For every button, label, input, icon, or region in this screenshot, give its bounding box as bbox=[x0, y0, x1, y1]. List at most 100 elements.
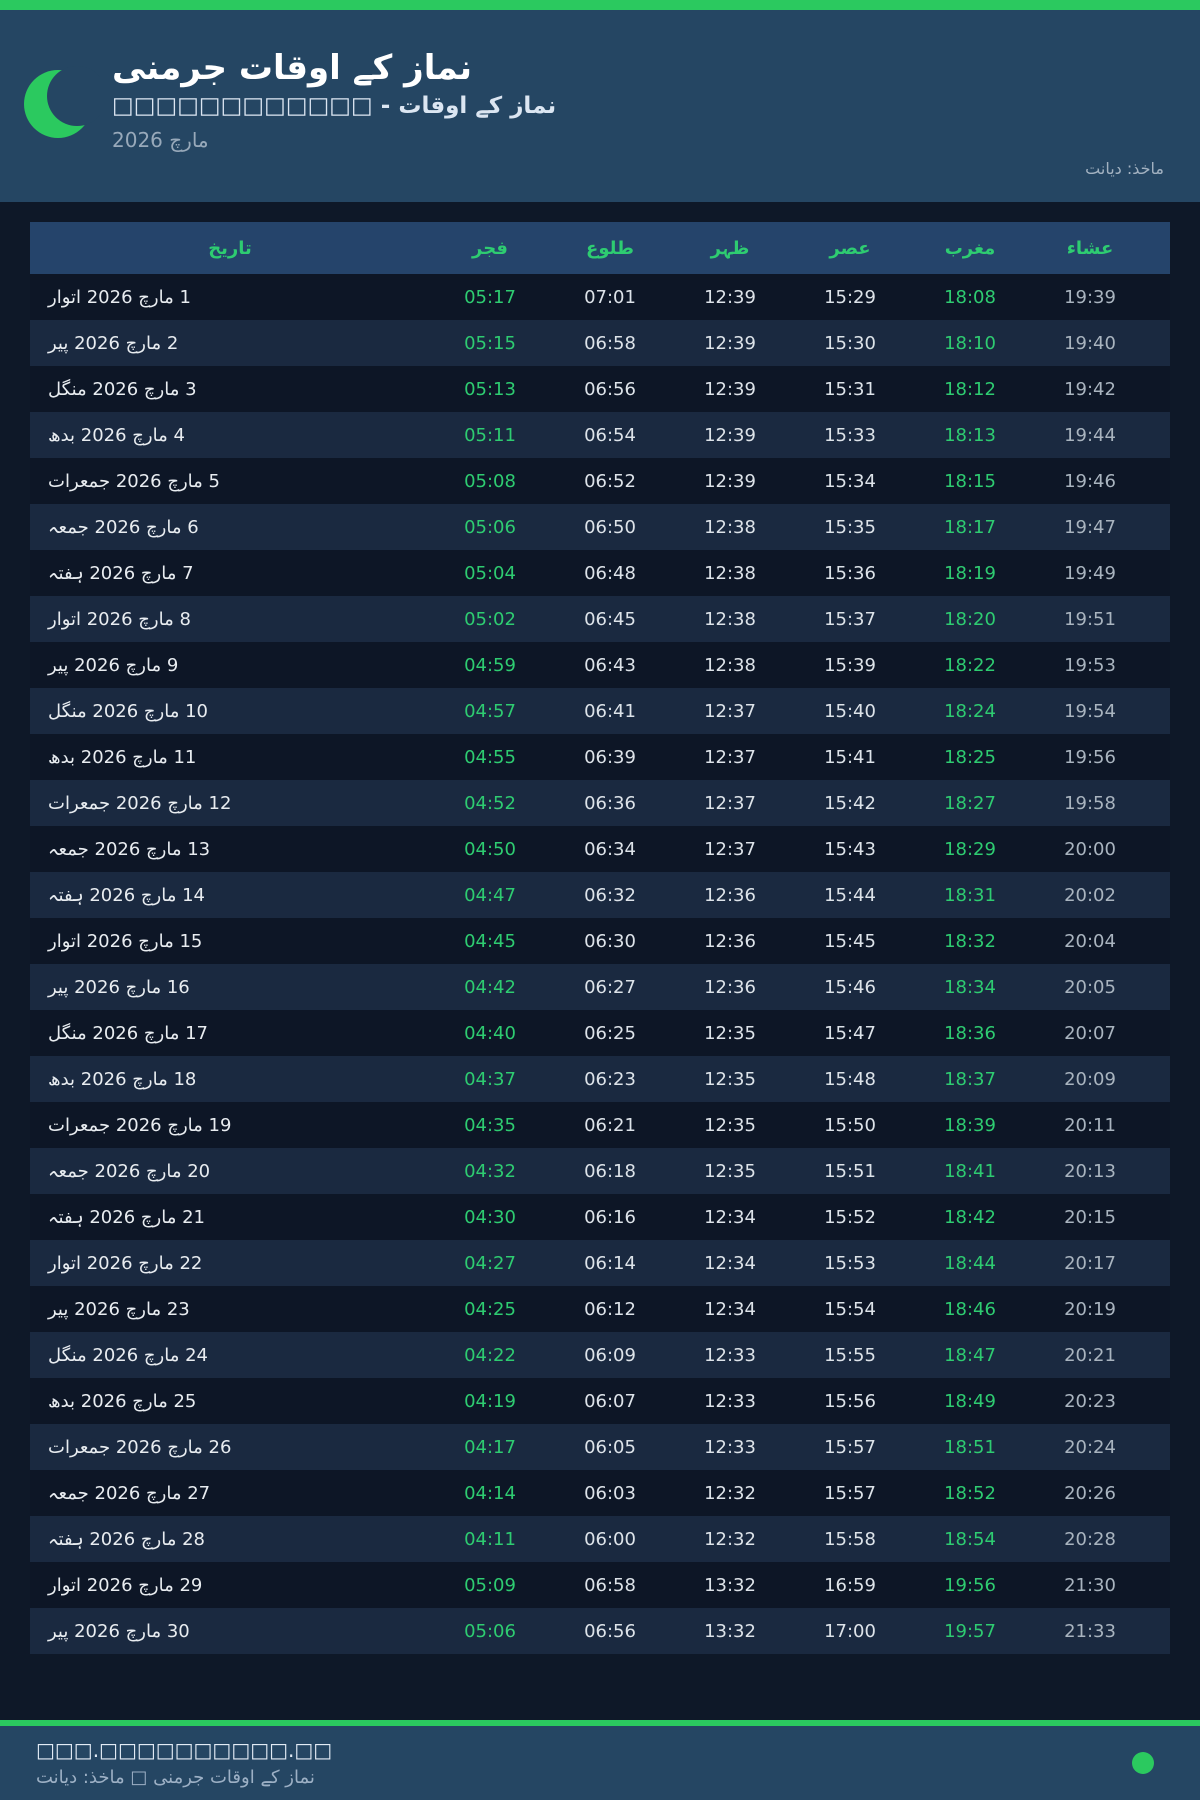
asr-time: 15:50 bbox=[824, 1114, 876, 1136]
date-cell: 27 مارچ 2026 جمعہ bbox=[48, 1482, 211, 1504]
table-row: 5 مارچ 2026 جمعرات 05:08 06:52 12:39 15:… bbox=[30, 458, 1170, 504]
zuhr-time: 12:39 bbox=[704, 286, 756, 308]
sunrise-time: 06:25 bbox=[584, 1022, 636, 1044]
isha-time: 19:56 bbox=[1064, 746, 1116, 768]
isha-time: 20:17 bbox=[1064, 1252, 1116, 1274]
month-label: مارچ 2026 bbox=[112, 127, 209, 152]
zuhr-time: 12:35 bbox=[704, 1114, 756, 1136]
fajr-time: 04:11 bbox=[464, 1528, 516, 1550]
sunrise-time: 06:48 bbox=[584, 562, 636, 584]
zuhr-time: 12:37 bbox=[704, 746, 756, 768]
fajr-time: 04:57 bbox=[464, 700, 516, 722]
isha-time: 21:30 bbox=[1064, 1574, 1116, 1596]
isha-time: 19:51 bbox=[1064, 608, 1116, 630]
fajr-time: 04:30 bbox=[464, 1206, 516, 1228]
date-cell: 21 مارچ 2026 ہفتہ bbox=[48, 1206, 205, 1228]
fajr-time: 05:04 bbox=[464, 562, 516, 584]
column-header-isha: عشاء bbox=[1066, 237, 1114, 259]
fajr-time: 05:15 bbox=[464, 332, 516, 354]
maghrib-time: 18:46 bbox=[944, 1298, 996, 1320]
maghrib-time: 18:54 bbox=[944, 1528, 996, 1550]
zuhr-time: 12:35 bbox=[704, 1022, 756, 1044]
sunrise-time: 06:21 bbox=[584, 1114, 636, 1136]
page-title: نماز کے اوقات جرمنی bbox=[112, 48, 473, 88]
maghrib-time: 18:41 bbox=[944, 1160, 996, 1182]
asr-time: 15:30 bbox=[824, 332, 876, 354]
asr-time: 15:45 bbox=[824, 930, 876, 952]
isha-time: 20:23 bbox=[1064, 1390, 1116, 1412]
sunrise-time: 06:03 bbox=[584, 1482, 636, 1504]
date-cell: 6 مارچ 2026 جمعہ bbox=[48, 516, 199, 538]
asr-time: 15:52 bbox=[824, 1206, 876, 1228]
fajr-time: 04:19 bbox=[464, 1390, 516, 1412]
asr-time: 15:47 bbox=[824, 1022, 876, 1044]
fajr-time: 05:06 bbox=[464, 1620, 516, 1642]
zuhr-time: 12:39 bbox=[704, 470, 756, 492]
fajr-time: 04:32 bbox=[464, 1160, 516, 1182]
asr-time: 15:57 bbox=[824, 1436, 876, 1458]
asr-time: 15:41 bbox=[824, 746, 876, 768]
sunrise-time: 06:41 bbox=[584, 700, 636, 722]
maghrib-time: 18:25 bbox=[944, 746, 996, 768]
isha-time: 20:09 bbox=[1064, 1068, 1116, 1090]
asr-time: 15:54 bbox=[824, 1298, 876, 1320]
table-row: 23 مارچ 2026 پیر 04:25 06:12 12:34 15:54… bbox=[30, 1286, 1170, 1332]
sunrise-time: 06:39 bbox=[584, 746, 636, 768]
date-cell: 29 مارچ 2026 اتوار bbox=[48, 1574, 203, 1596]
asr-time: 15:39 bbox=[824, 654, 876, 676]
maghrib-time: 18:27 bbox=[944, 792, 996, 814]
fajr-time: 05:17 bbox=[464, 286, 516, 308]
isha-time: 19:42 bbox=[1064, 378, 1116, 400]
zuhr-time: 13:32 bbox=[704, 1574, 756, 1596]
zuhr-time: 12:38 bbox=[704, 562, 756, 584]
table-row: 3 مارچ 2026 منگل 05:13 06:56 12:39 15:31… bbox=[30, 366, 1170, 412]
maghrib-time: 18:37 bbox=[944, 1068, 996, 1090]
table-row: 27 مارچ 2026 جمعہ 04:14 06:03 12:32 15:5… bbox=[30, 1470, 1170, 1516]
maghrib-time: 18:32 bbox=[944, 930, 996, 952]
fajr-time: 04:37 bbox=[464, 1068, 516, 1090]
table-header-row: تاریخ فجر طلوع ظہر عصر مغرب عشاء bbox=[30, 222, 1170, 274]
isha-time: 19:44 bbox=[1064, 424, 1116, 446]
sunrise-time: 06:12 bbox=[584, 1298, 636, 1320]
fajr-time: 05:08 bbox=[464, 470, 516, 492]
table-row: 21 مارچ 2026 ہفتہ 04:30 06:16 12:34 15:5… bbox=[30, 1194, 1170, 1240]
timetable: تاریخ فجر طلوع ظہر عصر مغرب عشاء 1 مارچ … bbox=[30, 222, 1170, 1654]
date-cell: 4 مارچ 2026 بدھ bbox=[48, 424, 185, 446]
sunrise-time: 06:27 bbox=[584, 976, 636, 998]
title-block: نماز کے اوقات جرمنی نماز کے اوقات - □□□□… bbox=[112, 48, 556, 202]
date-cell: 15 مارچ 2026 اتوار bbox=[48, 930, 203, 952]
column-header-zuhr: ظہر bbox=[710, 237, 750, 259]
table-row: 20 مارچ 2026 جمعہ 04:32 06:18 12:35 15:5… bbox=[30, 1148, 1170, 1194]
table-row: 17 مارچ 2026 منگل 04:40 06:25 12:35 15:4… bbox=[30, 1010, 1170, 1056]
date-cell: 1 مارچ 2026 اتوار bbox=[48, 286, 191, 308]
date-cell: 9 مارچ 2026 پیر bbox=[48, 654, 179, 676]
zuhr-time: 12:38 bbox=[704, 654, 756, 676]
footer-green-dot bbox=[1132, 1752, 1154, 1774]
zuhr-time: 12:38 bbox=[704, 516, 756, 538]
zuhr-time: 12:34 bbox=[704, 1298, 756, 1320]
asr-time: 15:48 bbox=[824, 1068, 876, 1090]
asr-time: 15:31 bbox=[824, 378, 876, 400]
fajr-time: 05:06 bbox=[464, 516, 516, 538]
date-cell: 22 مارچ 2026 اتوار bbox=[48, 1252, 203, 1274]
asr-time: 17:00 bbox=[824, 1620, 876, 1642]
column-header-date: تاریخ bbox=[208, 237, 252, 259]
date-cell: 5 مارچ 2026 جمعرات bbox=[48, 470, 220, 492]
asr-time: 15:46 bbox=[824, 976, 876, 998]
table-body: 1 مارچ 2026 اتوار 05:17 07:01 12:39 15:2… bbox=[30, 274, 1170, 1654]
sunrise-time: 06:32 bbox=[584, 884, 636, 906]
asr-time: 15:56 bbox=[824, 1390, 876, 1412]
maghrib-time: 18:51 bbox=[944, 1436, 996, 1458]
sunrise-time: 06:00 bbox=[584, 1528, 636, 1550]
table-row: 25 مارچ 2026 بدھ 04:19 06:07 12:33 15:56… bbox=[30, 1378, 1170, 1424]
column-header-asr: عصر bbox=[829, 237, 871, 259]
table-row: 13 مارچ 2026 جمعہ 04:50 06:34 12:37 15:4… bbox=[30, 826, 1170, 872]
zuhr-time: 12:32 bbox=[704, 1528, 756, 1550]
crescent-moon-icon bbox=[24, 66, 100, 138]
isha-time: 20:15 bbox=[1064, 1206, 1116, 1228]
maghrib-time: 18:17 bbox=[944, 516, 996, 538]
zuhr-time: 12:36 bbox=[704, 976, 756, 998]
table-row: 29 مارچ 2026 اتوار 05:09 06:58 13:32 16:… bbox=[30, 1562, 1170, 1608]
fajr-time: 04:22 bbox=[464, 1344, 516, 1366]
footer: □□□.□□□□□□□□□□.□□ نماز کے اوقات جرمنی □ … bbox=[0, 1720, 1200, 1800]
